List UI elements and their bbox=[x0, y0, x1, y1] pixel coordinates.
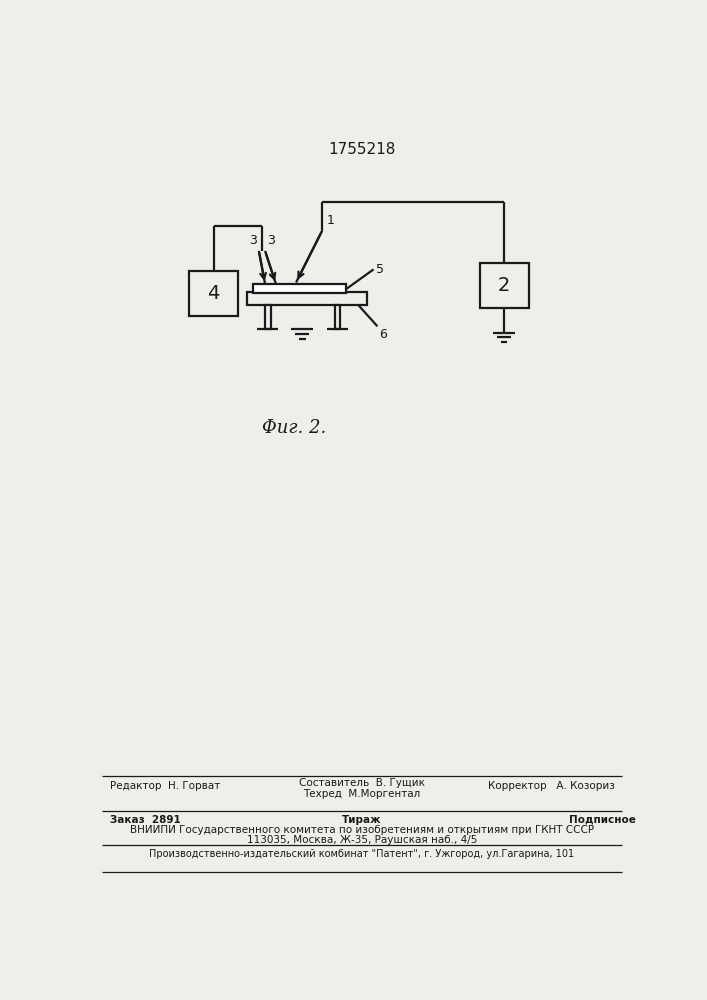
Text: Подписное: Подписное bbox=[569, 815, 636, 825]
Text: 1755218: 1755218 bbox=[328, 142, 396, 157]
Text: Φиг. 2.: Φиг. 2. bbox=[262, 419, 326, 437]
Text: Заказ  2891: Заказ 2891 bbox=[110, 815, 181, 825]
Bar bbox=[480, 263, 529, 308]
Bar bbox=[189, 271, 238, 316]
Text: 4: 4 bbox=[207, 284, 220, 303]
Text: 3: 3 bbox=[250, 234, 257, 247]
Text: 1: 1 bbox=[327, 214, 334, 227]
Text: 3: 3 bbox=[267, 234, 274, 247]
Text: Корректор   А. Козориз: Корректор А. Козориз bbox=[488, 781, 614, 791]
Bar bbox=[253, 284, 346, 293]
Text: 6: 6 bbox=[379, 328, 387, 341]
Text: Техред  М.Моргентал: Техред М.Моргентал bbox=[303, 789, 421, 799]
Bar bbox=[247, 292, 368, 305]
Text: Составитель  В. Гущик: Составитель В. Гущик bbox=[299, 778, 425, 788]
Text: Производственно-издательский комбинат "Патент", г. Ужгород, ул.Гагарина, 101: Производственно-издательский комбинат "П… bbox=[149, 849, 575, 859]
Text: ВНИИПИ Государственного комитета по изобретениям и открытиям при ГКНТ СССР: ВНИИПИ Государственного комитета по изоб… bbox=[130, 825, 594, 835]
Text: 5: 5 bbox=[376, 263, 384, 276]
Text: 2: 2 bbox=[498, 276, 510, 295]
Text: 113035, Москва, Ж-35, Раушская наб., 4/5: 113035, Москва, Ж-35, Раушская наб., 4/5 bbox=[247, 835, 477, 845]
Bar bbox=[335, 305, 340, 329]
Text: Тираж: Тираж bbox=[342, 815, 382, 825]
Text: Редактор  Н. Горват: Редактор Н. Горват bbox=[110, 781, 221, 791]
Bar bbox=[265, 305, 271, 329]
